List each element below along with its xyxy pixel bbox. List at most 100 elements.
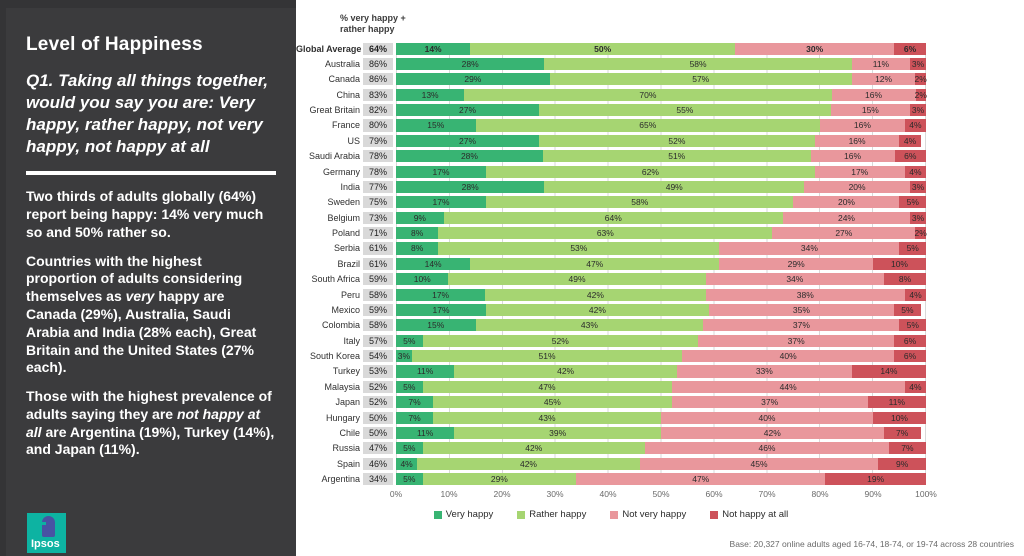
bar-segment-label: 6% [903,335,917,346]
bar-segment: 16% [820,119,905,132]
row-bar: 9% 64% 24% 3% [396,211,926,224]
bar-segment: 3% [910,180,926,194]
bar-segment-label: 70% [639,89,657,100]
bar-segment: 15% [396,319,476,332]
bar-segment: 11% [851,57,911,71]
bar-segment-label: 5% [403,474,416,485]
bar-segment-label: 9% [895,458,909,469]
row-total: 59% [363,273,393,286]
bar-segment: 4% [904,380,926,393]
row-total: 50% [363,426,393,440]
bar-segment-label: 15% [861,105,879,116]
bar-segment-label: 4% [909,381,922,392]
row-label: Global Average [296,43,362,54]
bar-segment: 2% [915,73,927,86]
row-total: 64% [363,42,393,55]
bar-segment-label: 29% [490,474,508,485]
bar-segment-label: 6% [904,151,917,162]
row-label: Chile [339,427,360,438]
bar-segment-label: 3% [911,58,925,69]
bar-segment-label: 20% [837,197,855,208]
bar-segment-label: 7% [901,443,914,454]
bar-segment: 11% [396,365,455,378]
bar-segment-label: 34% [800,243,818,254]
bar-segment: 43% [433,411,661,424]
bar-segment: 46% [645,442,889,455]
bar-segment-label: 40% [779,351,797,362]
bar-segment-label: 5% [403,381,416,392]
bar-segment-label: 11% [416,427,434,438]
bar-segment-label: 52% [551,335,569,346]
bar-segment-label: 2% [914,228,927,239]
bar-segment-label: 58% [631,197,649,208]
bar-segment-label: 45% [543,397,561,408]
bar-segment-label: 4% [903,135,917,146]
bar-segment-label: 27% [459,135,477,146]
x-axis-tick: 0% [389,489,403,500]
row-bar: 5% 42% 46% 7% [396,442,926,455]
row-total: 52% [363,380,393,393]
bar-segment-label: 5% [403,335,416,346]
row-total: 80% [363,119,393,132]
bar-segment-label: 10% [413,274,431,285]
paragraph-text: not happy at all [26,405,261,440]
bar-segment-label: 4% [400,458,413,469]
chart-row: Great Britain 82% 27% 55% 15% 3% [296,104,926,117]
chart-header: % very happy + rather happy [340,13,406,35]
bar-segment: 52% [422,334,699,347]
bar-segment-label: 17% [432,166,450,177]
bar-segment: 42% [454,365,677,378]
bar-segment: 5% [396,473,423,486]
bar-segment: 28% [396,57,545,71]
row-bar: 7% 45% 37% 11% [396,396,926,409]
bar-segment: 6% [894,150,926,163]
bar-segment-label: 7% [408,397,421,408]
bar-segment-label: 47% [692,474,710,485]
bar-segment-label: 45% [750,458,768,469]
bar-segment: 10% [872,411,926,424]
chart-row: Japan 52% 7% 45% 37% 11% [296,396,926,409]
bar-segment-label: 50% [594,43,612,54]
x-axis-tick: 20% [493,489,511,500]
bar-segment: 9% [878,457,926,470]
bar-segment-label: 15% [427,120,445,131]
bar-segment: 37% [703,319,900,332]
bar-segment-label: 14% [424,258,442,269]
bar-segment: 7% [396,411,434,424]
row-total: 59% [363,303,393,317]
row-label: Belgium [327,212,360,223]
bar-segment: 37% [671,396,868,409]
bar-segment: 4% [904,165,926,178]
row-label: Germany [322,166,360,177]
row-total: 75% [363,196,393,209]
x-axis-tick: 80% [811,489,829,500]
bar-segment-label: 17% [432,289,450,300]
bar-segment-label: 14% [424,43,442,54]
bar-segment: 3% [910,211,926,224]
bar-segment: 4% [899,134,921,147]
sidebar-paragraph: Those with the highest prevalence of adu… [26,388,276,459]
bar-segment: 4% [904,119,926,132]
chart-row: Serbia 61% 8% 53% 34% 5% [296,242,926,255]
bar-segment-label: 7% [408,412,421,423]
bar-segment-label: 57% [692,74,710,85]
bar-segment: 38% [705,288,906,301]
row-total: 50% [363,411,393,424]
chart-row: Italy 57% 5% 52% 37% 6% [296,334,926,347]
row-label: China [336,89,360,100]
row-bar: 5% 47% 44% 4% [396,380,926,393]
bar-segment-label: 65% [639,120,657,131]
bar-segment-label: 49% [568,274,586,285]
bar-segment: 45% [433,396,672,409]
bar-segment-label: 10% [890,412,908,423]
x-axis-tick: 100% [915,489,937,500]
chart-legend: Very happy Rather happy Not very happy Not … [296,509,926,520]
row-total: 47% [363,442,393,455]
x-axis-tick: 40% [599,489,617,500]
bar-segment-label: 16% [844,151,862,162]
bar-segment: 5% [899,242,926,255]
legend-item: Rather happy [517,509,586,520]
chart-row: Canada 86% 29% 57% 12% 2% [296,73,927,86]
sidebar-paragraphs: Two thirds of adults globally (64%) repo… [26,188,276,459]
bar-segment-label: 42% [525,443,543,454]
